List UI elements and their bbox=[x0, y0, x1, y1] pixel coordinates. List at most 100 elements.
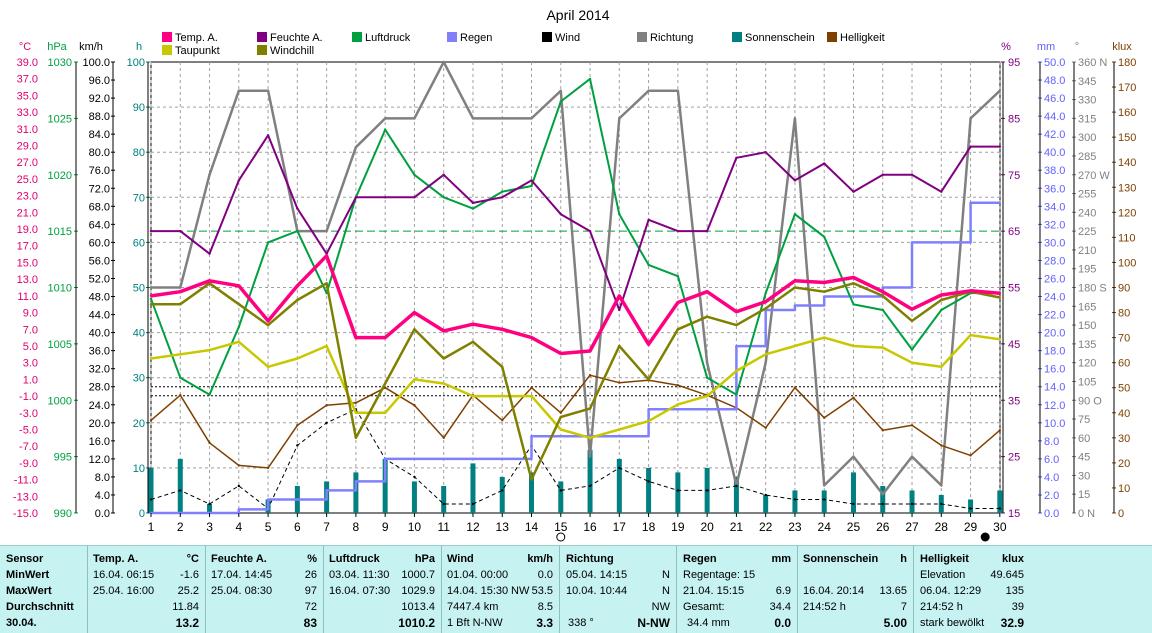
series-point bbox=[852, 502, 855, 506]
series-point bbox=[530, 184, 533, 188]
series-point bbox=[266, 323, 270, 327]
series-point bbox=[296, 284, 299, 288]
row-label-max: MaxWert bbox=[6, 585, 52, 597]
rain-max-value: 6.9 bbox=[775, 585, 791, 597]
series-point bbox=[676, 89, 680, 93]
lux-tick: 170 bbox=[1118, 82, 1136, 94]
series-point bbox=[705, 361, 709, 364]
rain-tick: 50.0 bbox=[1044, 57, 1065, 69]
lux-tick: 100 bbox=[1118, 257, 1136, 269]
series-point bbox=[618, 435, 621, 438]
series-point bbox=[471, 207, 475, 210]
series-point bbox=[471, 323, 475, 326]
series-point bbox=[501, 328, 504, 331]
series-point bbox=[237, 284, 241, 288]
series-point bbox=[442, 196, 445, 199]
lux-tick: 120 bbox=[1118, 207, 1136, 219]
wind-tick: 44.0 bbox=[89, 310, 110, 322]
legend-label: Helligkeit bbox=[840, 32, 885, 44]
humidity-tick: 95 bbox=[1008, 57, 1020, 69]
x-tick-label: 19 bbox=[671, 520, 685, 534]
series-point bbox=[764, 151, 767, 154]
series-point bbox=[647, 263, 650, 267]
series-point bbox=[647, 419, 650, 423]
x-tick-label: 2 bbox=[177, 520, 184, 534]
series-point bbox=[266, 89, 270, 93]
hum-avg: 72 bbox=[304, 601, 317, 613]
series-point bbox=[588, 349, 592, 353]
direction-tick: 180 S bbox=[1078, 283, 1107, 295]
series-point bbox=[793, 498, 797, 501]
lux-tick: 160 bbox=[1118, 107, 1136, 119]
series-point bbox=[471, 502, 475, 506]
temp-tick: 21.0 bbox=[17, 207, 38, 219]
series-point bbox=[618, 294, 621, 298]
wind-tick: 4.0 bbox=[95, 490, 110, 502]
series-point bbox=[940, 293, 943, 297]
sun-tick: 0 bbox=[139, 508, 145, 520]
series-point bbox=[910, 308, 914, 311]
sunshine-bar bbox=[177, 458, 183, 513]
series-line bbox=[151, 282, 1001, 481]
sunshine-bar bbox=[382, 458, 388, 513]
wind-tick: 40.0 bbox=[89, 328, 110, 340]
series-point bbox=[208, 173, 211, 176]
legend-swatch bbox=[162, 32, 172, 42]
wind-tick: 100.0 bbox=[82, 57, 110, 69]
sun-tick: 80 bbox=[133, 147, 145, 159]
series-point bbox=[823, 290, 826, 293]
wind-min-time: 01.04. 00:00 bbox=[447, 569, 509, 581]
series-point bbox=[383, 128, 387, 131]
x-tick-label: 3 bbox=[206, 520, 213, 534]
series-point bbox=[442, 329, 445, 333]
series-point bbox=[501, 117, 504, 120]
series-point bbox=[881, 294, 884, 298]
series-point bbox=[383, 117, 387, 120]
series-point bbox=[530, 117, 533, 120]
series-point bbox=[383, 336, 387, 339]
lux-tick: 50 bbox=[1118, 383, 1130, 395]
press-current: 1010.2 bbox=[398, 616, 435, 630]
temp-tick: 25.0 bbox=[17, 174, 38, 186]
x-tick-label: 23 bbox=[788, 520, 802, 534]
series-point bbox=[764, 361, 767, 364]
series-point bbox=[237, 484, 241, 488]
dir-current-deg: 338 ° bbox=[568, 617, 594, 629]
sunshine-bar bbox=[411, 481, 417, 513]
pressure-tick: 1025 bbox=[48, 113, 72, 125]
series-point bbox=[442, 502, 445, 506]
lux-tick: 140 bbox=[1118, 157, 1136, 169]
legend-label: Temp. A. bbox=[175, 32, 218, 44]
sun-header: Sonnenschein bbox=[803, 553, 879, 565]
series-point bbox=[149, 419, 153, 422]
sun-tick: 20 bbox=[133, 418, 145, 430]
direction-tick: 90 O bbox=[1078, 395, 1102, 407]
hum-unit: % bbox=[307, 553, 317, 565]
wind-tick: 68.0 bbox=[89, 201, 110, 213]
direction-tick: 45 bbox=[1078, 452, 1090, 464]
series-point bbox=[208, 348, 211, 352]
sunshine-bar bbox=[792, 490, 798, 513]
axis-header: hPa bbox=[47, 41, 67, 53]
wind-current: 3.3 bbox=[536, 616, 553, 630]
series-point bbox=[413, 117, 416, 120]
humidity-column: Feuchte A.% 17.04. 14:45 26 25.04. 08:30 9… bbox=[211, 546, 319, 633]
rain-tick: 40.0 bbox=[1044, 147, 1065, 159]
series-point bbox=[881, 290, 884, 293]
series-point bbox=[969, 333, 972, 337]
series-point bbox=[149, 498, 153, 501]
lux-avg: 39 bbox=[1011, 601, 1024, 613]
series-point bbox=[735, 323, 738, 327]
series-point bbox=[413, 196, 416, 199]
series-point bbox=[179, 229, 182, 233]
series-point bbox=[179, 489, 182, 492]
rain-tick: 4.0 bbox=[1044, 472, 1059, 484]
sun-column: Sonnenschein h 16.04. 20:14 13.65 214:52 h… bbox=[803, 546, 909, 633]
series-point bbox=[237, 179, 241, 182]
series-point bbox=[501, 419, 504, 422]
lux-tick: 80 bbox=[1118, 308, 1130, 320]
lux-current: 32.9 bbox=[1000, 616, 1024, 630]
series-point bbox=[559, 415, 562, 419]
press-avg: 1013.4 bbox=[401, 601, 435, 613]
statistics-panel: Sensor MinWert MaxWert Durchschnitt 30.0… bbox=[0, 545, 1152, 633]
